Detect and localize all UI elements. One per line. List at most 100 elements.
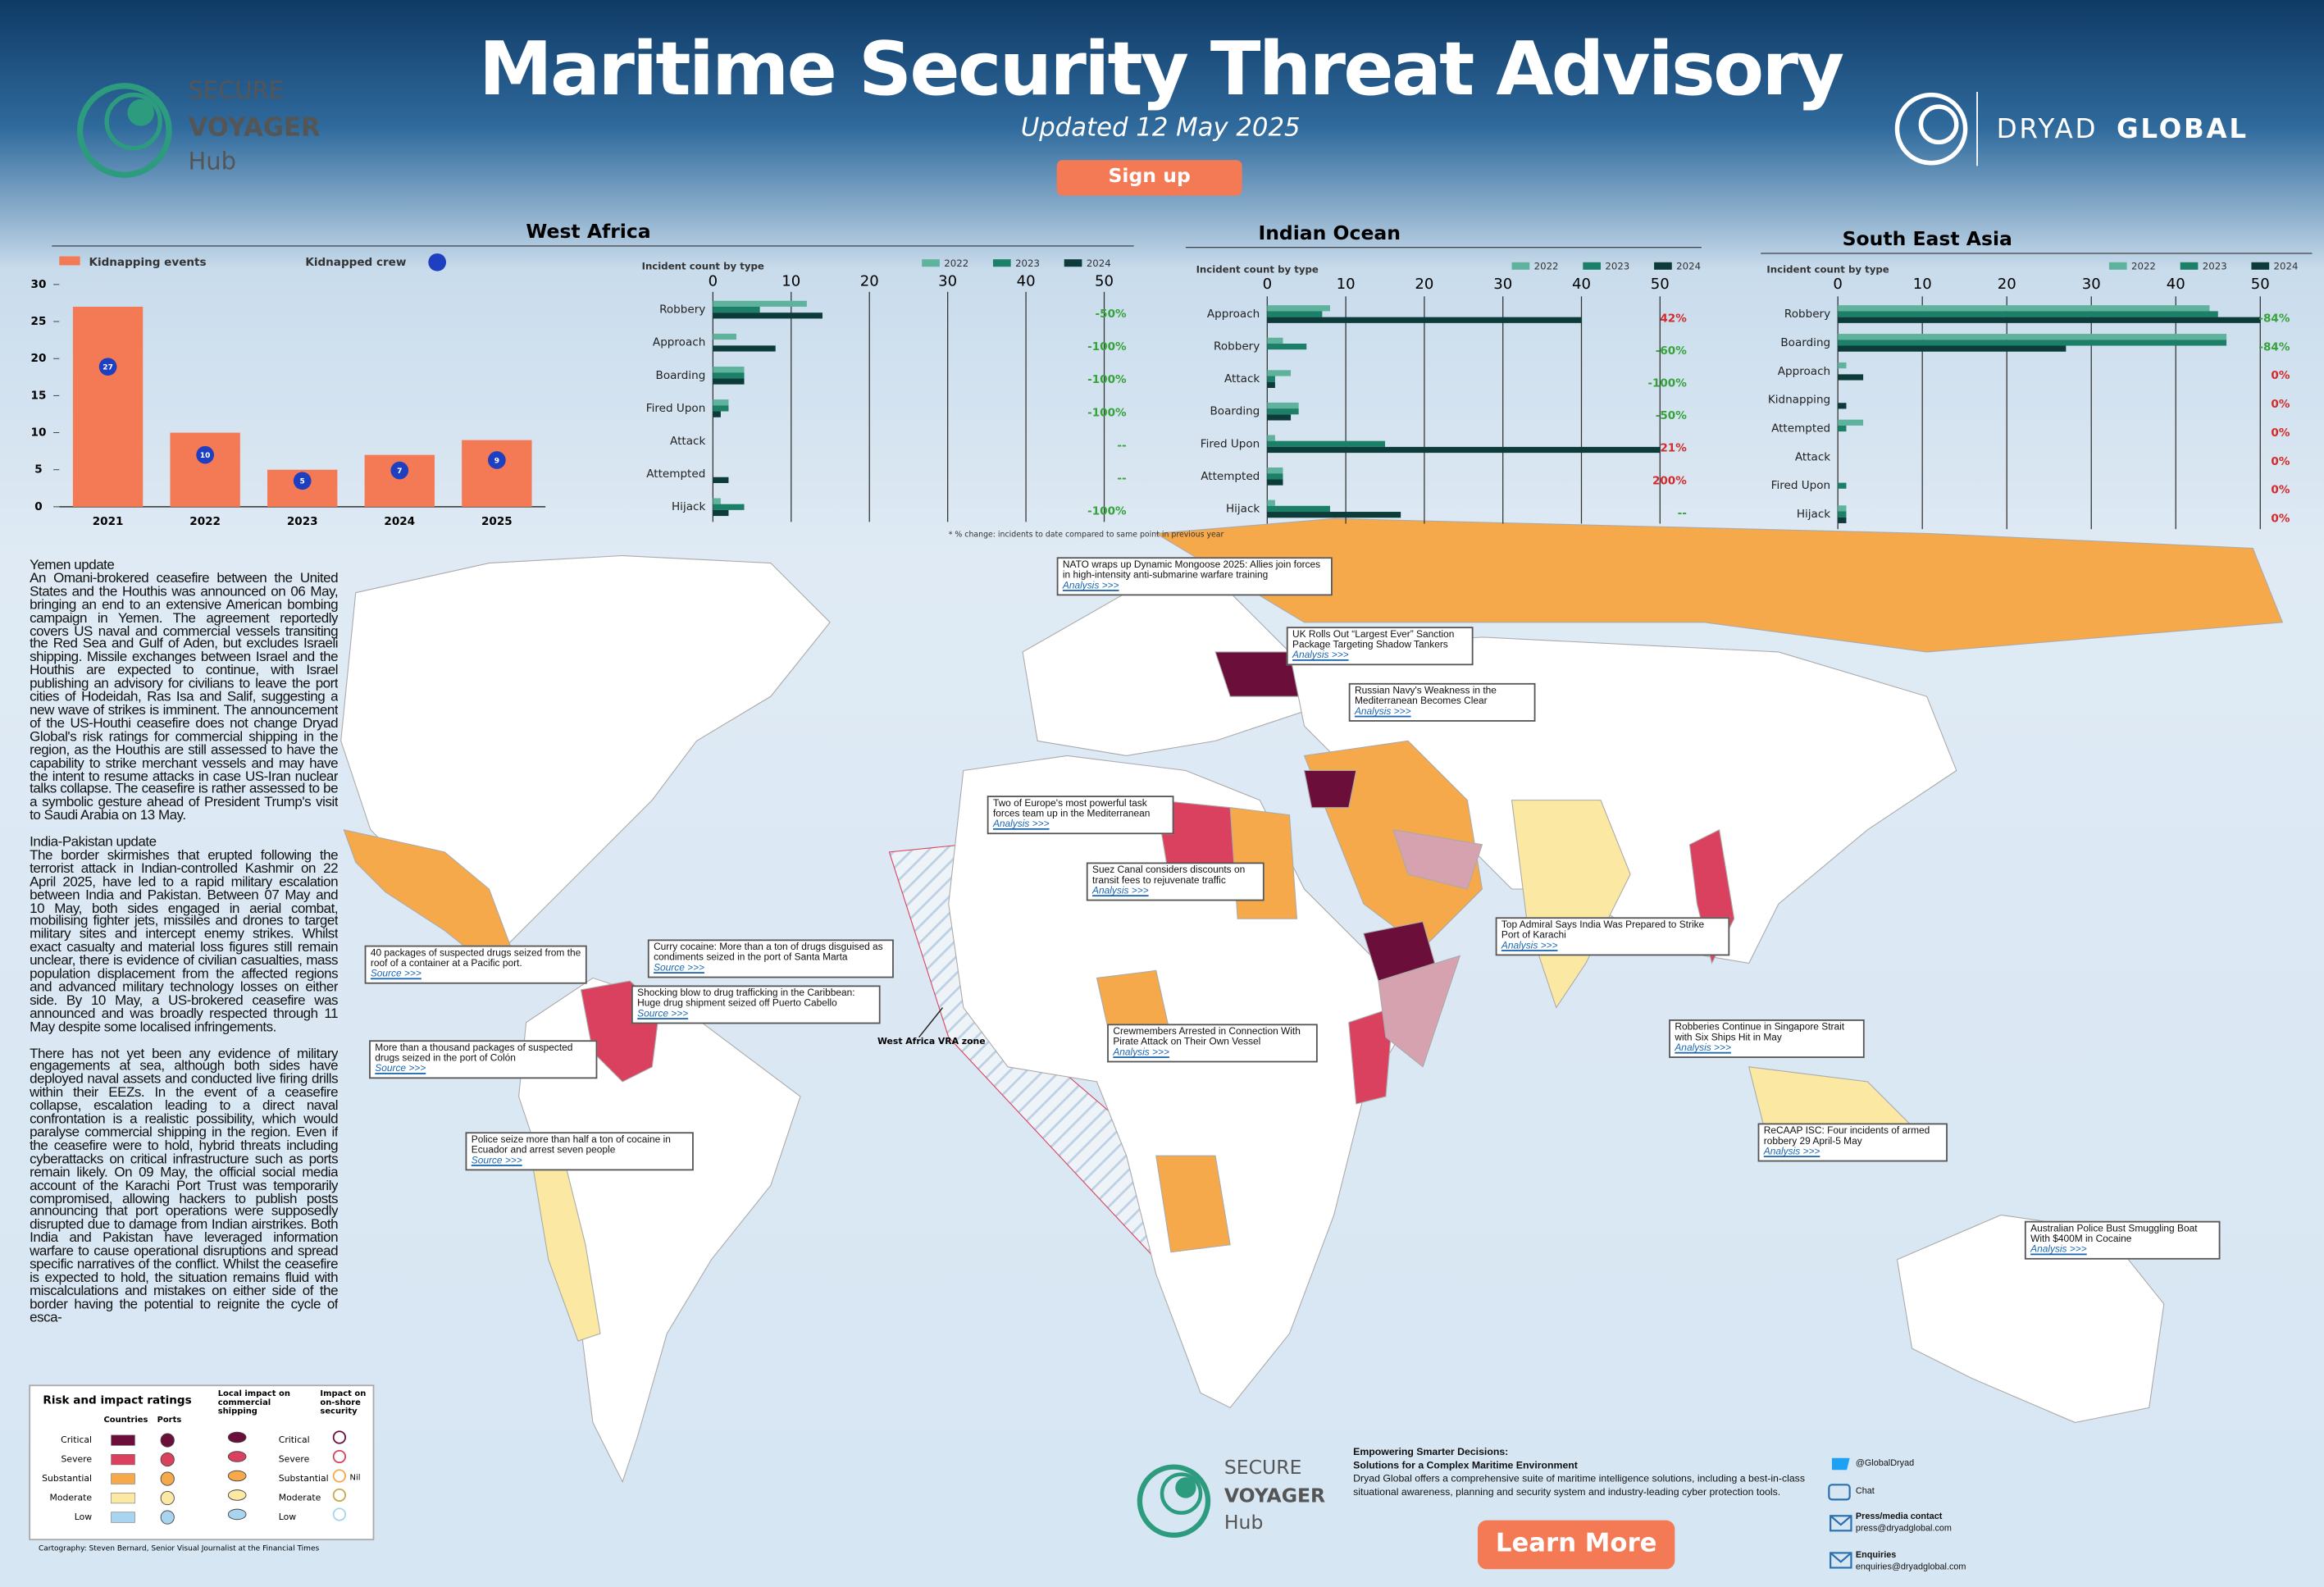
legend-swatch bbox=[111, 1454, 135, 1466]
change-label: 42% bbox=[1660, 312, 1687, 325]
callout: NATO wraps up Dynamic Mongoose 2025: All… bbox=[1056, 557, 1333, 595]
legend-onshore bbox=[332, 1488, 347, 1503]
bar bbox=[1267, 479, 1283, 486]
crew-label: 27 bbox=[103, 364, 113, 372]
legend-label: 2024 bbox=[2274, 261, 2299, 272]
legend-swatch bbox=[1583, 262, 1601, 270]
callout-text: Curry cocaine: More than a ton of drugs … bbox=[654, 942, 883, 964]
callout-link[interactable]: Analysis >>> bbox=[2030, 1245, 2087, 1256]
bar bbox=[1838, 425, 1847, 432]
category-label: Attack bbox=[1795, 450, 1830, 463]
x-tick-label: 0 bbox=[709, 272, 718, 290]
category-label: Approach bbox=[653, 336, 705, 349]
legend-swatch bbox=[2108, 262, 2127, 270]
learn-more-button[interactable]: Learn More bbox=[1477, 1520, 1675, 1570]
callout: Curry cocaine: More than a ton of drugs … bbox=[647, 939, 894, 978]
bar bbox=[1267, 376, 1275, 382]
footer-heading: Empowering Smarter Decisions: bbox=[1353, 1448, 1509, 1458]
logo-text: Hub bbox=[189, 148, 236, 176]
legend-col: Impact on on-shore security bbox=[320, 1389, 367, 1417]
callout-link[interactable]: Analysis >>> bbox=[1113, 1048, 1169, 1059]
bar bbox=[1838, 419, 1864, 426]
callout-link[interactable]: Source >>> bbox=[654, 964, 705, 974]
change-label: 0% bbox=[2271, 426, 2290, 440]
bar bbox=[1267, 467, 1283, 474]
logo-text: SECURE bbox=[189, 76, 284, 104]
bar bbox=[1267, 337, 1283, 344]
bar bbox=[713, 372, 745, 379]
subtitle: Updated 12 May 2025 bbox=[1021, 113, 1301, 143]
category-label: Attack bbox=[670, 435, 705, 448]
logo-text: VOYAGER bbox=[1224, 1484, 1325, 1507]
legend-col: Local impact on commercial shipping bbox=[217, 1389, 290, 1417]
bar bbox=[713, 306, 760, 313]
legend-label: 2022 bbox=[2131, 261, 2156, 272]
bar bbox=[1267, 402, 1299, 409]
logo-text: VOYAGER bbox=[189, 113, 321, 143]
callout-link[interactable]: Source >>> bbox=[370, 969, 422, 980]
bar bbox=[1267, 317, 1582, 323]
change-label: 200% bbox=[1652, 474, 1687, 487]
callout: Robberies Continue in Singapore Strait w… bbox=[1669, 1019, 1865, 1058]
legend-swatch bbox=[111, 1512, 135, 1523]
callout-link[interactable]: Source >>> bbox=[471, 1156, 522, 1167]
category-label: Robbery bbox=[1214, 340, 1260, 353]
bar bbox=[1838, 517, 1847, 523]
callout-link[interactable]: Source >>> bbox=[637, 1010, 689, 1020]
legend-col: Countries bbox=[104, 1416, 148, 1425]
callout: Russian Navy's Weakness in the Mediterra… bbox=[1348, 682, 1536, 722]
logo-left: SECURE VOYAGER Hub bbox=[76, 76, 321, 178]
callout-link[interactable]: Analysis >>> bbox=[1062, 581, 1119, 592]
crew-dot bbox=[390, 461, 409, 480]
twitter[interactable]: @GlobalDryad bbox=[1855, 1459, 1915, 1469]
chart-title: South East Asia bbox=[1843, 227, 2012, 250]
enquiries-email[interactable]: enquiries@dryadglobal.com bbox=[1855, 1563, 1966, 1572]
chat[interactable]: Chat bbox=[1855, 1487, 1875, 1497]
legend-swatch bbox=[1064, 259, 1082, 267]
callout-link[interactable]: Analysis >>> bbox=[1675, 1043, 1731, 1055]
legend-col: Ports bbox=[157, 1416, 182, 1425]
x-tick-label: 30 bbox=[2082, 276, 2101, 293]
callout-text: More than a thousand packages of suspect… bbox=[375, 1042, 573, 1065]
chart-note: * % change: incidents to date compared t… bbox=[949, 531, 1224, 540]
callout-link[interactable]: Source >>> bbox=[375, 1064, 426, 1075]
zone-label: West Africa VRA zone bbox=[877, 1036, 986, 1047]
callout-text: UK Rolls Out “Largest Ever” Sanction Pac… bbox=[1292, 629, 1455, 651]
article-body: An Omani-brokered ceasefire between the … bbox=[30, 568, 339, 823]
legend-label: 2022 bbox=[944, 258, 968, 269]
change-label: -- bbox=[1117, 439, 1126, 452]
callout-link[interactable]: Analysis >>> bbox=[1292, 650, 1349, 662]
change-label: -84% bbox=[2258, 312, 2290, 325]
bar bbox=[170, 432, 240, 507]
bar bbox=[1838, 403, 1847, 409]
bar bbox=[1267, 440, 1386, 447]
callout-link[interactable]: Analysis >>> bbox=[1354, 707, 1411, 718]
change-label: -- bbox=[1678, 507, 1687, 520]
legend-label: 2022 bbox=[1534, 261, 1559, 272]
bar bbox=[1267, 473, 1283, 480]
legend-port bbox=[160, 1490, 175, 1506]
sign-up-button[interactable]: Sign up bbox=[1056, 160, 1242, 196]
callout-link[interactable]: Analysis >>> bbox=[1763, 1147, 1820, 1158]
press-email[interactable]: press@dryadglobal.com bbox=[1855, 1525, 1952, 1534]
legend-swatch bbox=[59, 256, 80, 266]
bar bbox=[713, 366, 745, 373]
change-label: -50% bbox=[1096, 308, 1127, 321]
callout-link[interactable]: Analysis >>> bbox=[1501, 941, 1558, 952]
bar bbox=[462, 440, 532, 507]
crew-dot bbox=[196, 445, 214, 464]
change-label: -100% bbox=[1647, 377, 1687, 390]
change-label: -100% bbox=[1087, 340, 1127, 353]
articles: Yemen update An Omani-brokered ceasefire… bbox=[30, 559, 338, 1389]
change-label: 0% bbox=[2271, 455, 2290, 468]
bar bbox=[1267, 499, 1275, 506]
category-label: Attempted bbox=[1201, 470, 1260, 483]
bar bbox=[713, 405, 729, 412]
bar bbox=[1838, 305, 2210, 312]
logo-right: DRYAD GLOBAL bbox=[1894, 92, 2246, 166]
callout-link[interactable]: Analysis >>> bbox=[992, 819, 1050, 831]
bar bbox=[1267, 505, 1330, 513]
callout-link[interactable]: Analysis >>> bbox=[1092, 887, 1149, 897]
bar bbox=[72, 306, 144, 507]
